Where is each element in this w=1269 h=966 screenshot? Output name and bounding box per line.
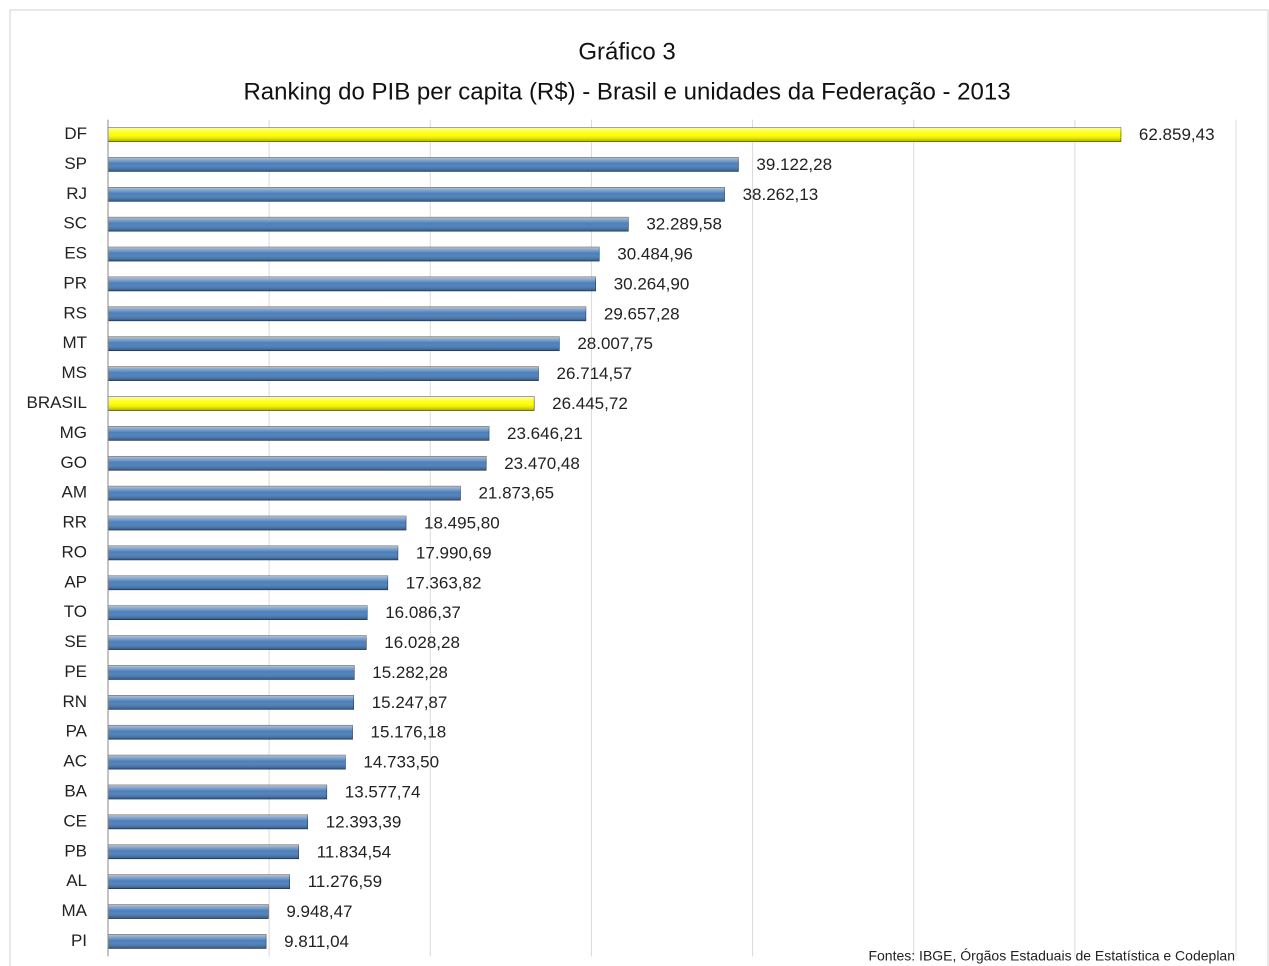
y-tick-label: CE — [63, 811, 87, 830]
value-label: 15.282,28 — [372, 663, 448, 682]
y-tick-label: PE — [64, 662, 87, 681]
bar-shading — [108, 755, 346, 770]
bar-shading — [108, 814, 308, 829]
bar-shading — [108, 217, 629, 232]
y-tick-label: BA — [64, 782, 87, 801]
bar-shading — [108, 426, 490, 441]
value-label: 39.122,28 — [756, 155, 832, 174]
bar-shading — [108, 306, 586, 321]
bar-shading — [108, 874, 290, 889]
y-tick-label: MT — [62, 333, 87, 352]
y-tick-label: RR — [62, 513, 87, 532]
bar-shading — [108, 844, 299, 859]
y-tick-label: ES — [64, 244, 87, 263]
value-label: 29.657,28 — [604, 304, 680, 323]
value-label: 9.948,47 — [286, 902, 352, 921]
value-label: 38.262,13 — [743, 185, 819, 204]
bar-shading — [108, 486, 461, 501]
bar-shading — [108, 157, 739, 172]
y-tick-label: SP — [64, 154, 87, 173]
bar-shading — [108, 904, 269, 919]
y-tick-label: AP — [64, 572, 87, 591]
value-label: 17.363,82 — [406, 573, 482, 592]
y-tick-label: PB — [64, 841, 87, 860]
y-tick-label: RJ — [66, 184, 87, 203]
y-tick-label: RS — [63, 303, 87, 322]
bar-shading — [108, 336, 560, 351]
value-label: 30.264,90 — [614, 274, 690, 293]
bar-shading — [108, 187, 725, 202]
value-label: 12.393,39 — [326, 812, 402, 831]
bar-shading — [108, 396, 535, 411]
bar-shading — [108, 934, 267, 949]
value-label: 11.834,54 — [317, 842, 391, 861]
chart-subtitle: Ranking do PIB per capita (R$) - Brasil … — [243, 78, 1010, 105]
bar-shading — [108, 366, 539, 381]
y-tick-label: RO — [62, 542, 88, 561]
y-tick-label: AL — [66, 871, 87, 890]
value-label: 23.470,48 — [504, 454, 580, 473]
y-tick-label: DF — [64, 124, 87, 143]
y-tick-label: PA — [66, 722, 88, 741]
value-label: 15.176,18 — [371, 723, 447, 742]
y-tick-label: MG — [60, 423, 87, 442]
value-label: 13.577,74 — [345, 783, 421, 802]
value-label: 9.811,04 — [284, 932, 349, 951]
bar-shading — [108, 725, 353, 740]
value-label: 14.733,50 — [363, 753, 439, 772]
bar-shading — [108, 785, 327, 800]
value-label: 21.873,65 — [478, 484, 554, 503]
bar-shading — [108, 635, 367, 650]
bar-shading — [108, 545, 398, 560]
y-tick-label: BRASIL — [27, 393, 87, 412]
value-label: 11.276,59 — [308, 872, 382, 891]
y-tick-label: GO — [61, 453, 87, 472]
value-label: 26.445,72 — [552, 394, 628, 413]
value-label: 16.028,28 — [384, 633, 460, 652]
y-tick-label: PI — [71, 931, 87, 950]
value-label: 30.484,96 — [617, 245, 693, 264]
value-label: 18.495,80 — [424, 514, 500, 533]
bar-shading — [108, 575, 388, 590]
y-tick-label: TO — [64, 602, 87, 621]
bar-shading — [108, 456, 487, 471]
y-tick-label: AM — [62, 483, 88, 502]
y-tick-label: AC — [63, 752, 87, 771]
y-tick-label: SE — [64, 632, 87, 651]
value-label: 16.086,37 — [385, 603, 461, 622]
bar-shading — [108, 605, 368, 620]
value-label: 28.007,75 — [577, 334, 653, 353]
value-label: 17.990,69 — [416, 543, 492, 562]
bar-shading — [108, 127, 1121, 142]
value-label: 26.714,57 — [556, 364, 632, 383]
bar-shading — [108, 695, 354, 710]
value-label: 23.646,21 — [507, 424, 583, 443]
bar-shading — [108, 247, 600, 262]
y-tick-label: PR — [63, 273, 87, 292]
y-tick-label: MS — [62, 363, 88, 382]
value-label: 15.247,87 — [372, 693, 448, 712]
y-tick-label: MA — [62, 901, 88, 920]
value-label: 62.859,43 — [1139, 125, 1215, 144]
bar-shading — [108, 276, 596, 291]
y-tick-label: SC — [63, 214, 87, 233]
value-label: 32.289,58 — [646, 215, 722, 234]
source-note: Fontes: IBGE, Órgãos Estaduais de Estatí… — [868, 948, 1235, 964]
y-tick-label: RN — [62, 692, 87, 711]
chart-title: Gráfico 3 — [578, 38, 675, 65]
bar-shading — [108, 665, 355, 680]
bar-shading — [108, 516, 407, 531]
